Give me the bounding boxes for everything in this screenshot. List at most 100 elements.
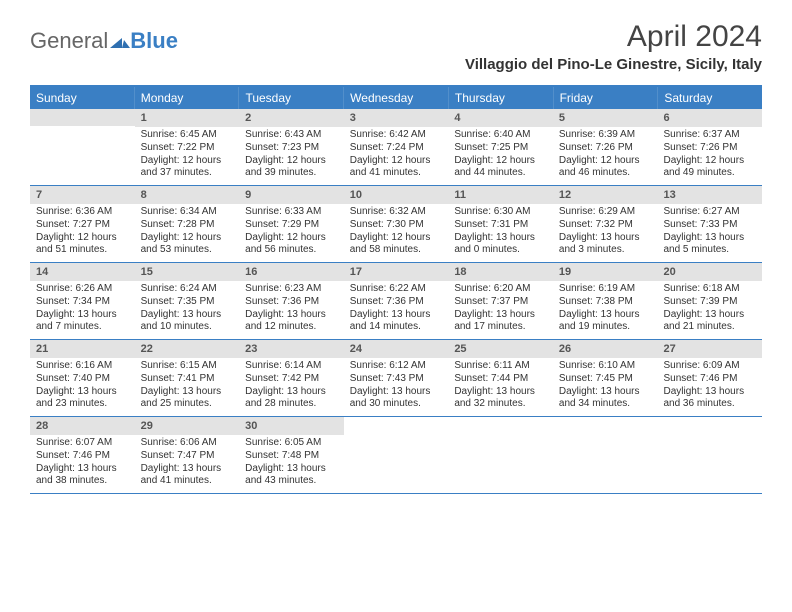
- day-details: Sunrise: 6:27 AMSunset: 7:33 PMDaylight:…: [657, 204, 762, 261]
- calendar-day-cell: 7Sunrise: 6:36 AMSunset: 7:27 PMDaylight…: [30, 186, 135, 262]
- daylight-text: Daylight: 12 hours and 46 minutes.: [559, 155, 652, 181]
- sunrise-text: Sunrise: 6:40 AM: [454, 129, 547, 142]
- sunset-text: Sunset: 7:28 PM: [141, 219, 234, 232]
- day-number: 19: [553, 263, 658, 281]
- day-number: 24: [344, 340, 449, 358]
- daylight-text: Daylight: 13 hours and 30 minutes.: [350, 386, 443, 412]
- day-number: 1: [135, 109, 240, 127]
- day-number: 29: [135, 417, 240, 435]
- day-number: 30: [239, 417, 344, 435]
- weekday-header: Thursday: [449, 87, 554, 109]
- sunrise-text: Sunrise: 6:06 AM: [141, 437, 234, 450]
- daylight-text: Daylight: 13 hours and 14 minutes.: [350, 309, 443, 335]
- sunrise-text: Sunrise: 6:42 AM: [350, 129, 443, 142]
- calendar-day-cell: 9Sunrise: 6:33 AMSunset: 7:29 PMDaylight…: [239, 186, 344, 262]
- sunrise-text: Sunrise: 6:36 AM: [36, 206, 129, 219]
- sunset-text: Sunset: 7:39 PM: [663, 296, 756, 309]
- day-number: 11: [448, 186, 553, 204]
- calendar-day-cell: 3Sunrise: 6:42 AMSunset: 7:24 PMDaylight…: [344, 109, 449, 185]
- daylight-text: Daylight: 13 hours and 41 minutes.: [141, 463, 234, 489]
- day-details: Sunrise: 6:22 AMSunset: 7:36 PMDaylight:…: [344, 281, 449, 338]
- sunset-text: Sunset: 7:27 PM: [36, 219, 129, 232]
- sunset-text: Sunset: 7:26 PM: [663, 142, 756, 155]
- daylight-text: Daylight: 13 hours and 5 minutes.: [663, 232, 756, 258]
- day-number: 2: [239, 109, 344, 127]
- day-details: Sunrise: 6:19 AMSunset: 7:38 PMDaylight:…: [553, 281, 658, 338]
- sunrise-text: Sunrise: 6:32 AM: [350, 206, 443, 219]
- calendar-day-cell: 20Sunrise: 6:18 AMSunset: 7:39 PMDayligh…: [657, 263, 762, 339]
- daylight-text: Daylight: 13 hours and 21 minutes.: [663, 309, 756, 335]
- day-number: 18: [448, 263, 553, 281]
- daylight-text: Daylight: 13 hours and 43 minutes.: [245, 463, 338, 489]
- sunset-text: Sunset: 7:22 PM: [141, 142, 234, 155]
- calendar-day-cell: 8Sunrise: 6:34 AMSunset: 7:28 PMDaylight…: [135, 186, 240, 262]
- sunrise-text: Sunrise: 6:07 AM: [36, 437, 129, 450]
- sunrise-text: Sunrise: 6:37 AM: [663, 129, 756, 142]
- day-number: 5: [553, 109, 658, 127]
- day-number: 25: [448, 340, 553, 358]
- sunset-text: Sunset: 7:44 PM: [454, 373, 547, 386]
- sunset-text: Sunset: 7:40 PM: [36, 373, 129, 386]
- calendar-day-cell: 13Sunrise: 6:27 AMSunset: 7:33 PMDayligh…: [657, 186, 762, 262]
- sunrise-text: Sunrise: 6:45 AM: [141, 129, 234, 142]
- daylight-text: Daylight: 13 hours and 36 minutes.: [663, 386, 756, 412]
- calendar-day-cell: 19Sunrise: 6:19 AMSunset: 7:38 PMDayligh…: [553, 263, 658, 339]
- day-details: Sunrise: 6:23 AMSunset: 7:36 PMDaylight:…: [239, 281, 344, 338]
- calendar-day-cell: 27Sunrise: 6:09 AMSunset: 7:46 PMDayligh…: [657, 340, 762, 416]
- sunrise-text: Sunrise: 6:14 AM: [245, 360, 338, 373]
- sunset-text: Sunset: 7:29 PM: [245, 219, 338, 232]
- calendar-day-cell: [448, 417, 553, 493]
- calendar-week-row: 14Sunrise: 6:26 AMSunset: 7:34 PMDayligh…: [30, 263, 762, 340]
- calendar-grid: Sunday Monday Tuesday Wednesday Thursday…: [30, 85, 762, 494]
- daylight-text: Daylight: 13 hours and 38 minutes.: [36, 463, 129, 489]
- sunset-text: Sunset: 7:31 PM: [454, 219, 547, 232]
- daylight-text: Daylight: 13 hours and 34 minutes.: [559, 386, 652, 412]
- calendar-day-cell: 30Sunrise: 6:05 AMSunset: 7:48 PMDayligh…: [239, 417, 344, 493]
- calendar-day-cell: 18Sunrise: 6:20 AMSunset: 7:37 PMDayligh…: [448, 263, 553, 339]
- day-details: Sunrise: 6:30 AMSunset: 7:31 PMDaylight:…: [448, 204, 553, 261]
- sunrise-text: Sunrise: 6:09 AM: [663, 360, 756, 373]
- sunrise-text: Sunrise: 6:23 AM: [245, 283, 338, 296]
- sunset-text: Sunset: 7:41 PM: [141, 373, 234, 386]
- daylight-text: Daylight: 12 hours and 37 minutes.: [141, 155, 234, 181]
- calendar-day-cell: 14Sunrise: 6:26 AMSunset: 7:34 PMDayligh…: [30, 263, 135, 339]
- day-details: Sunrise: 6:12 AMSunset: 7:43 PMDaylight:…: [344, 358, 449, 415]
- calendar-day-cell: [30, 109, 135, 185]
- calendar-day-cell: 26Sunrise: 6:10 AMSunset: 7:45 PMDayligh…: [553, 340, 658, 416]
- day-details: Sunrise: 6:36 AMSunset: 7:27 PMDaylight:…: [30, 204, 135, 261]
- sunset-text: Sunset: 7:33 PM: [663, 219, 756, 232]
- day-number: 15: [135, 263, 240, 281]
- calendar-day-cell: 17Sunrise: 6:22 AMSunset: 7:36 PMDayligh…: [344, 263, 449, 339]
- day-number: 6: [657, 109, 762, 127]
- weekday-header: Monday: [135, 87, 240, 109]
- day-number: 13: [657, 186, 762, 204]
- day-number: 7: [30, 186, 135, 204]
- calendar-day-cell: 29Sunrise: 6:06 AMSunset: 7:47 PMDayligh…: [135, 417, 240, 493]
- day-details: Sunrise: 6:40 AMSunset: 7:25 PMDaylight:…: [448, 127, 553, 184]
- day-details: Sunrise: 6:20 AMSunset: 7:37 PMDaylight:…: [448, 281, 553, 338]
- daylight-text: Daylight: 12 hours and 49 minutes.: [663, 155, 756, 181]
- sunset-text: Sunset: 7:43 PM: [350, 373, 443, 386]
- day-number: 3: [344, 109, 449, 127]
- calendar-day-cell: 24Sunrise: 6:12 AMSunset: 7:43 PMDayligh…: [344, 340, 449, 416]
- day-details: Sunrise: 6:37 AMSunset: 7:26 PMDaylight:…: [657, 127, 762, 184]
- sunset-text: Sunset: 7:46 PM: [36, 450, 129, 463]
- daylight-text: Daylight: 13 hours and 25 minutes.: [141, 386, 234, 412]
- day-number: 21: [30, 340, 135, 358]
- sunrise-text: Sunrise: 6:33 AM: [245, 206, 338, 219]
- day-details: Sunrise: 6:29 AMSunset: 7:32 PMDaylight:…: [553, 204, 658, 261]
- daylight-text: Daylight: 12 hours and 56 minutes.: [245, 232, 338, 258]
- day-details: Sunrise: 6:07 AMSunset: 7:46 PMDaylight:…: [30, 435, 135, 492]
- day-number: 8: [135, 186, 240, 204]
- sunrise-text: Sunrise: 6:24 AM: [141, 283, 234, 296]
- sunset-text: Sunset: 7:35 PM: [141, 296, 234, 309]
- calendar-day-cell: [553, 417, 658, 493]
- day-details: Sunrise: 6:05 AMSunset: 7:48 PMDaylight:…: [239, 435, 344, 492]
- daylight-text: Daylight: 13 hours and 0 minutes.: [454, 232, 547, 258]
- daylight-text: Daylight: 13 hours and 32 minutes.: [454, 386, 547, 412]
- sunset-text: Sunset: 7:38 PM: [559, 296, 652, 309]
- day-details: Sunrise: 6:26 AMSunset: 7:34 PMDaylight:…: [30, 281, 135, 338]
- sunset-text: Sunset: 7:36 PM: [350, 296, 443, 309]
- day-number: 14: [30, 263, 135, 281]
- day-number: 27: [657, 340, 762, 358]
